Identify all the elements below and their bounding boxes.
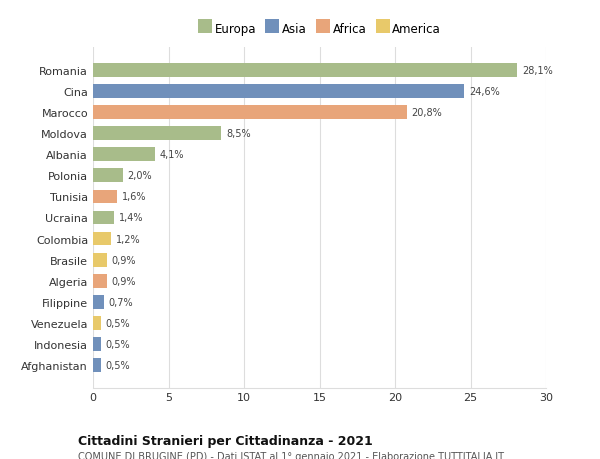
Bar bbox=[93, 338, 101, 351]
Text: Cittadini Stranieri per Cittadinanza - 2021: Cittadini Stranieri per Cittadinanza - 2… bbox=[78, 434, 373, 447]
Bar bbox=[93, 211, 114, 225]
Bar bbox=[93, 359, 101, 372]
Text: 1,2%: 1,2% bbox=[116, 234, 140, 244]
Bar bbox=[93, 64, 517, 77]
Bar bbox=[93, 296, 104, 309]
Text: 1,4%: 1,4% bbox=[119, 213, 143, 223]
Text: 4,1%: 4,1% bbox=[160, 150, 184, 160]
Bar bbox=[93, 169, 123, 183]
Text: 0,5%: 0,5% bbox=[105, 361, 130, 370]
Text: 0,5%: 0,5% bbox=[105, 340, 130, 349]
Text: 28,1%: 28,1% bbox=[522, 66, 553, 75]
Text: 0,5%: 0,5% bbox=[105, 319, 130, 328]
Text: 1,6%: 1,6% bbox=[122, 192, 146, 202]
Bar bbox=[93, 190, 117, 204]
Bar bbox=[93, 317, 101, 330]
Text: 20,8%: 20,8% bbox=[412, 108, 442, 118]
Bar bbox=[93, 106, 407, 119]
Text: 0,9%: 0,9% bbox=[111, 276, 136, 286]
Text: 0,7%: 0,7% bbox=[108, 297, 133, 308]
Text: COMUNE DI BRUGINE (PD) - Dati ISTAT al 1° gennaio 2021 - Elaborazione TUTTITALIA: COMUNE DI BRUGINE (PD) - Dati ISTAT al 1… bbox=[78, 451, 504, 459]
Legend: Europa, Asia, Africa, America: Europa, Asia, Africa, America bbox=[196, 20, 443, 38]
Text: 0,9%: 0,9% bbox=[111, 255, 136, 265]
Bar bbox=[93, 148, 155, 162]
Bar bbox=[93, 85, 464, 98]
Bar bbox=[93, 127, 221, 140]
Bar bbox=[93, 274, 107, 288]
Text: 8,5%: 8,5% bbox=[226, 129, 251, 139]
Bar bbox=[93, 253, 107, 267]
Text: 24,6%: 24,6% bbox=[469, 87, 500, 96]
Bar bbox=[93, 232, 111, 246]
Text: 2,0%: 2,0% bbox=[128, 171, 152, 181]
